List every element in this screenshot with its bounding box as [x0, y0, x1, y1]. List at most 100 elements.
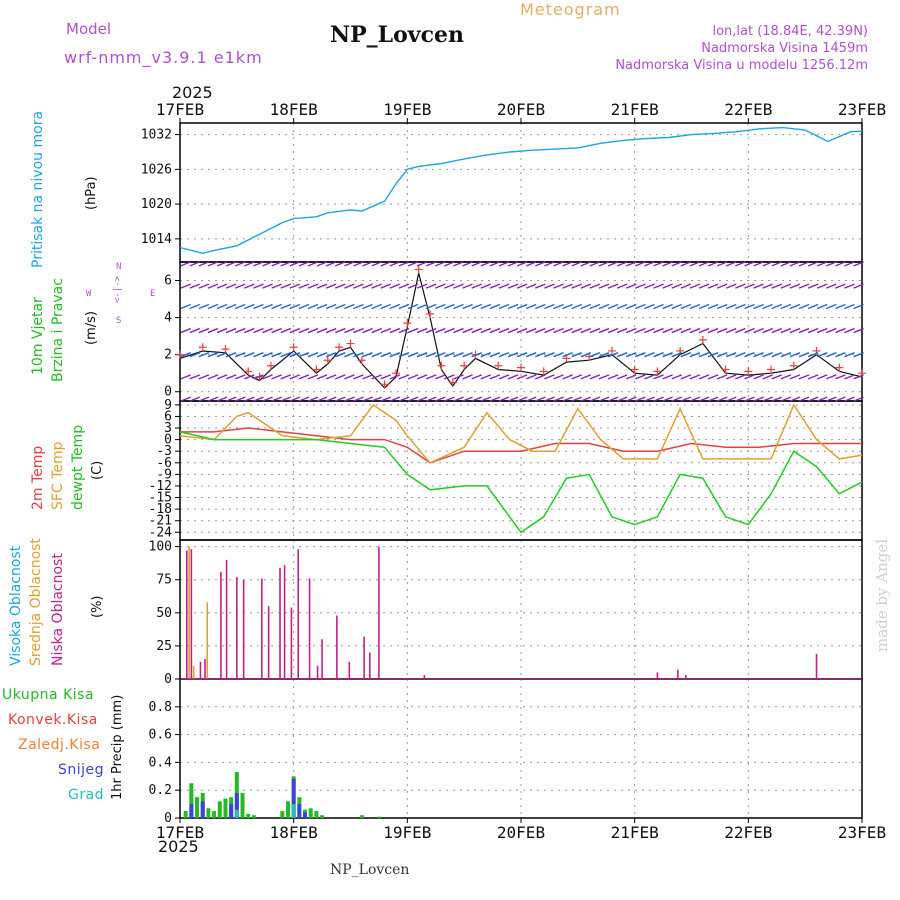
- wind-barb: [635, 374, 646, 380]
- wind-barb: [489, 327, 501, 334]
- wind-barb: [807, 283, 819, 289]
- precip-panel-frame: [179, 678, 863, 819]
- wind-barb: [698, 352, 710, 358]
- wind-barb: [807, 303, 819, 310]
- wind-barb: [507, 327, 519, 334]
- wind-barb: [635, 327, 646, 334]
- wind-barb: [853, 327, 864, 334]
- wind-barb: [625, 283, 637, 289]
- compass-e-label: E: [150, 289, 156, 299]
- wind-barb: [753, 396, 764, 402]
- altitude-label: Nadmorska Visina 1459m: [701, 41, 868, 56]
- precip-bar-graupel: [234, 809, 239, 818]
- wind-speed-marker: [437, 361, 446, 370]
- wind-barb: [198, 327, 210, 334]
- xtick-label-bottom: 19FEB: [383, 823, 431, 842]
- wind-barb: [625, 374, 637, 380]
- wind-speed-marker: [198, 343, 207, 352]
- wind-barb: [462, 327, 473, 334]
- wind-barb: [589, 261, 601, 267]
- wind-barb: [753, 303, 764, 310]
- wind-barb: [398, 283, 410, 289]
- wind-barb: [671, 352, 682, 358]
- wind-barb: [726, 352, 737, 358]
- wind-barb: [726, 327, 737, 334]
- wind-barb: [189, 261, 201, 267]
- wind-barb: [280, 327, 291, 334]
- wind-barb: [180, 283, 191, 289]
- temp-ytick-label: -6: [156, 456, 172, 471]
- xtick-label-top: 17FEB: [156, 100, 204, 119]
- wind-barb: [380, 374, 391, 380]
- wind-ytick-label: 4: [164, 311, 172, 326]
- wind-barb: [262, 327, 273, 334]
- wind-barb: [289, 327, 301, 334]
- wind-barb: [807, 261, 819, 267]
- wind-barb: [625, 352, 637, 358]
- wind-speed-marker: [346, 339, 355, 348]
- wind-barb: [244, 261, 255, 267]
- wind-barb: [216, 352, 228, 358]
- wind-speed-marker: [460, 361, 469, 370]
- wind-barb: [853, 352, 864, 358]
- precip-bar-snow: [297, 804, 302, 818]
- wind-ytick-label: 0: [164, 385, 172, 400]
- wind-barb: [207, 374, 219, 380]
- wind-barb: [271, 396, 282, 402]
- wind-barb: [516, 261, 528, 267]
- wind-barb: [771, 303, 783, 310]
- wind-barb: [689, 352, 701, 358]
- wind-barb: [580, 283, 592, 289]
- wind-barb: [580, 261, 592, 267]
- wind-barb: [253, 327, 264, 334]
- wind-barb: [571, 283, 582, 289]
- wind-barb: [189, 327, 201, 334]
- compass-n-label: N: [116, 262, 122, 272]
- wind-barb: [435, 303, 446, 310]
- wind-barb: [816, 374, 828, 380]
- wind-barb: [234, 374, 246, 380]
- wind-barb: [716, 352, 728, 358]
- wind-barb: [653, 261, 664, 267]
- wind-barb: [435, 283, 446, 289]
- wind-speed-marker: [744, 367, 753, 376]
- wind-barb: [462, 261, 473, 267]
- xtick-label-bottom: 23FEB: [838, 823, 886, 842]
- temp-ytick-label: 9: [164, 398, 172, 413]
- wind-barb: [498, 283, 510, 289]
- wind-barb: [571, 261, 582, 267]
- wind-barb: [835, 261, 846, 267]
- wind-barb: [471, 396, 482, 402]
- meteogram-label: Meteogram: [520, 0, 621, 19]
- wind-barb: [425, 374, 437, 380]
- wind-ytick-label: 2: [164, 348, 172, 363]
- wind-barb: [498, 327, 510, 334]
- wind-barb: [671, 374, 682, 380]
- wind-barb: [507, 303, 519, 310]
- wind-barb: [398, 374, 410, 380]
- wind-barb: [453, 261, 464, 267]
- wind-barb: [316, 396, 328, 402]
- wind-barb: [853, 374, 864, 380]
- wind-barb: [307, 303, 319, 310]
- wind-speed-marker: [244, 367, 253, 376]
- wind-barb: [298, 374, 310, 380]
- wind-barb: [571, 303, 582, 310]
- wind-barb: [298, 261, 310, 267]
- wind-barb: [653, 352, 664, 358]
- wind-barb: [616, 327, 628, 334]
- wind-barb: [462, 396, 473, 402]
- precip-bar-precip_total: [320, 815, 325, 818]
- wind-barb: [280, 261, 291, 267]
- wind-barb: [780, 327, 792, 334]
- wind-barb: [335, 283, 346, 289]
- wind-barb: [726, 374, 737, 380]
- xtick-label-top: 21FEB: [611, 100, 659, 119]
- wind-speed-marker: [698, 335, 707, 344]
- wind-barb: [344, 327, 355, 334]
- wind-barb: [316, 374, 328, 380]
- wind-barb: [707, 352, 719, 358]
- wind-barb: [789, 261, 801, 267]
- wind-barb: [507, 374, 519, 380]
- wind-barb: [353, 352, 364, 358]
